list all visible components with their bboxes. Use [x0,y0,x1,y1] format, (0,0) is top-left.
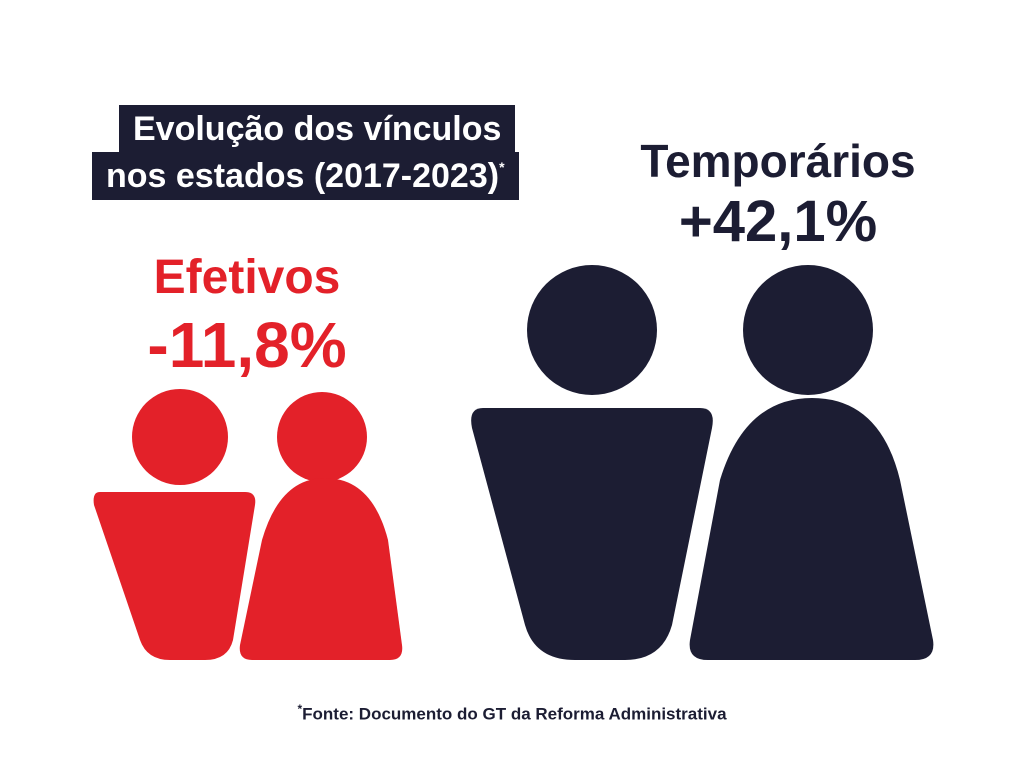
title-mark: * [499,159,505,175]
person-head [527,265,657,395]
title-line: Evolução dos vínculos [119,105,516,153]
title-line: nos estados (2017-2023)* [92,152,519,200]
person-head [277,392,367,482]
person-body [93,492,256,660]
title-text: nos estados (2017-2023) [106,157,500,195]
person-body [471,408,713,660]
title-text: Evolução dos vínculos [133,110,502,148]
group-label: Temporários [640,135,916,187]
person-head [743,265,873,395]
person-body [689,398,934,660]
group-change: -11,8% [147,309,347,381]
footnote-mark: * [297,702,303,716]
person-body [239,478,403,660]
person-head [132,389,228,485]
group-change: +42,1% [678,189,878,254]
footnote-text: Fonte: Documento do GT da Reforma Admini… [302,704,727,724]
group-label: Efetivos [153,251,341,304]
footnote: *Fonte: Documento do GT da Reforma Admin… [297,702,726,725]
